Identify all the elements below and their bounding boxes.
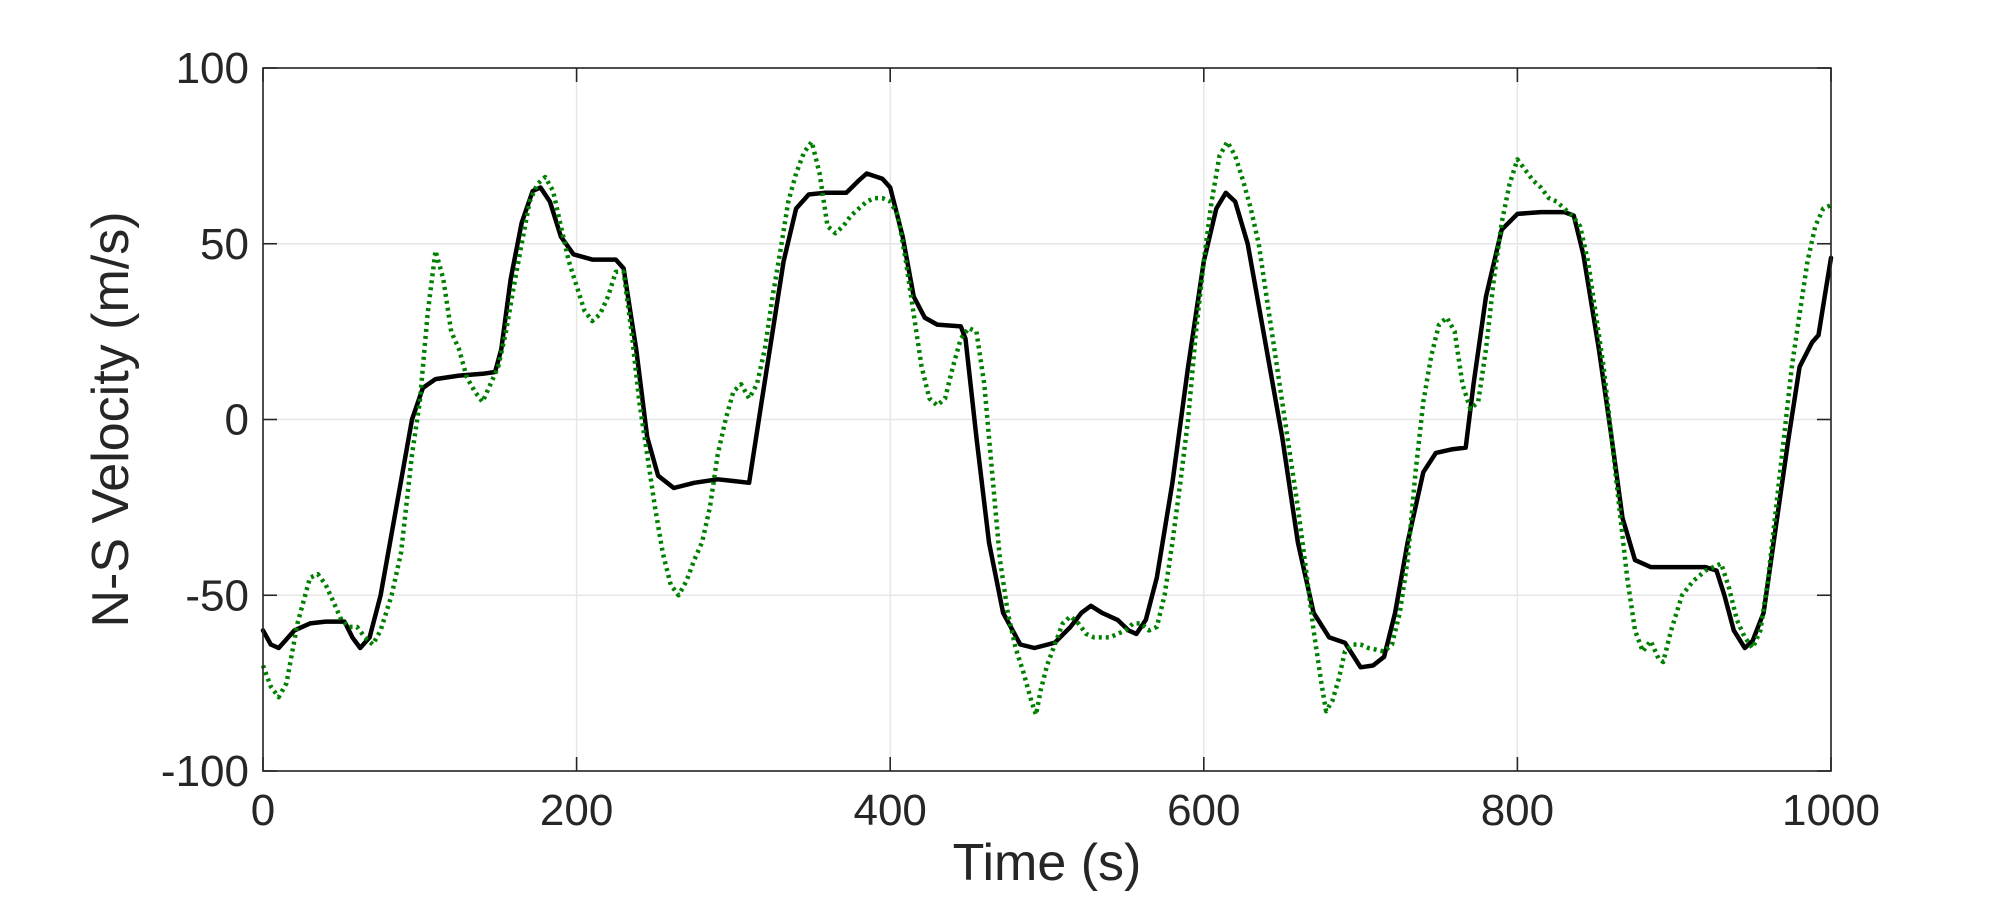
series-layer: [260, 139, 1834, 718]
tick-marks: [262, 67, 1832, 772]
x-tick-label: 800: [1481, 786, 1554, 835]
y-tick-labels: -100 -50 0 50 100: [161, 44, 249, 796]
series-line-dotted: [260, 139, 1832, 718]
x-tick-labels: 0 200 400 600 800 1000: [251, 786, 1880, 835]
x-tick-label: 600: [1167, 786, 1240, 835]
x-tick-label: 1000: [1782, 786, 1880, 835]
y-tick-label: 0: [225, 396, 249, 445]
y-tick-label: 50: [200, 220, 249, 269]
y-tick-label: 100: [176, 44, 249, 93]
x-tick-label: 200: [540, 786, 613, 835]
y-axis-label: N-S Velocity (m/s): [82, 211, 140, 627]
x-axis-label: Time (s): [953, 834, 1142, 892]
y-tick-label: -50: [185, 571, 249, 620]
series-line-solid: [260, 171, 1834, 670]
x-tick-label: 400: [853, 786, 926, 835]
x-tick-label: 0: [251, 786, 275, 835]
y-tick-label: -100: [161, 747, 249, 796]
